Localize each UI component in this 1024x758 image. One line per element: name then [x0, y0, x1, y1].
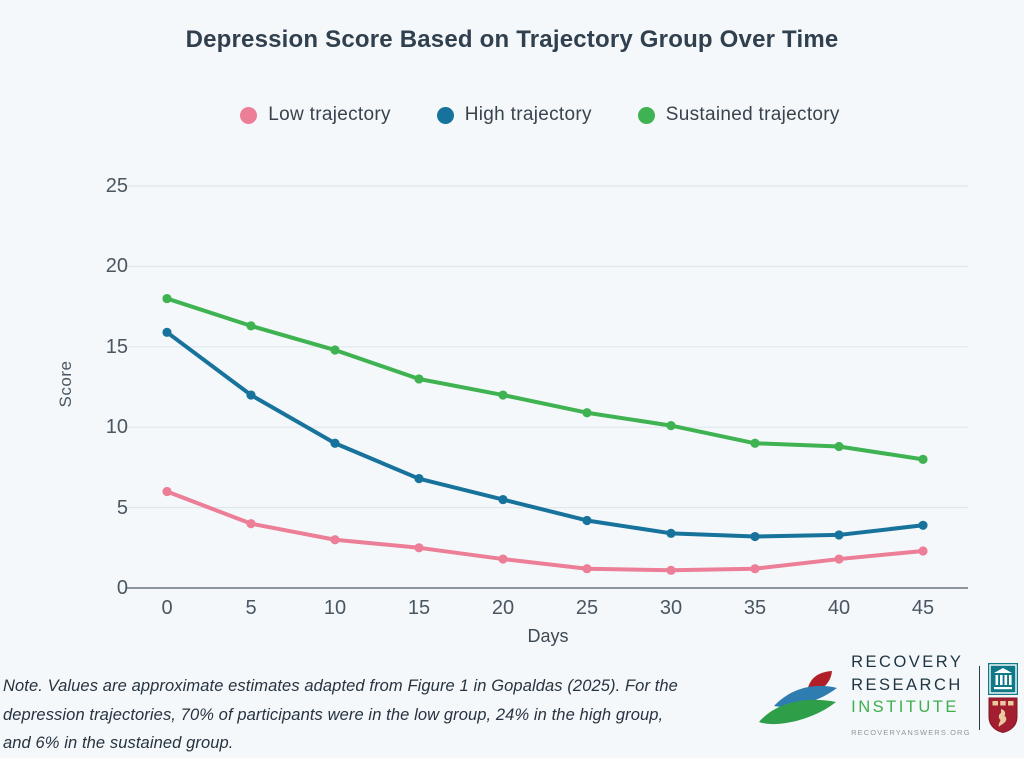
data-point [162, 486, 172, 497]
data-point [414, 474, 424, 484]
data-point [666, 565, 676, 575]
source-note: Note. Values are approximate estimates a… [3, 672, 678, 758]
source-note-line: depression trajectories, 70% of particip… [3, 705, 664, 724]
y-tick-label: 0 [116, 577, 128, 599]
data-point [666, 528, 676, 538]
x-tick-label: 25 [575, 597, 599, 619]
legend-label: Low trajectory [268, 104, 391, 125]
data-point [834, 554, 844, 564]
legend-label: Sustained trajectory [665, 104, 840, 125]
source-note-line: and 6% in the sustained group. [3, 734, 234, 752]
logo-word-institute: INSTITUTE [851, 698, 959, 716]
series-line-high-trajectory [165, 330, 925, 539]
data-point [750, 564, 760, 574]
rri-logo-text: RECOVERY RESEARCH INSTITUTE RECOVERYANSW… [851, 651, 970, 744]
data-point [834, 441, 844, 452]
data-point [162, 293, 172, 304]
logo-word-recovery: RECOVERY [851, 653, 964, 671]
data-point [414, 543, 424, 553]
data-point [582, 515, 592, 526]
legend-item-sustained-trajectory: Sustained trajectory [637, 104, 840, 126]
data-point [246, 321, 256, 331]
data-point [666, 420, 676, 431]
legend-dot-sustained [637, 106, 655, 124]
x-tick-label: 15 [407, 597, 431, 619]
x-tick-label: 30 [659, 597, 683, 619]
rri-leaves-icon [759, 670, 838, 724]
y-tick-label: 10 [105, 416, 128, 439]
y-tick-label: 15 [105, 335, 128, 358]
data-point [582, 408, 592, 418]
x-tick-label: 20 [491, 597, 515, 619]
data-point [246, 519, 256, 529]
logo-word-research: RESEARCH [851, 675, 963, 694]
data-point [498, 390, 508, 400]
series-line-low-trajectory [165, 489, 925, 573]
x-tick-label: 40 [827, 597, 851, 619]
data-point [498, 554, 508, 564]
x-tick-label: 5 [245, 597, 257, 619]
legend-item-low-trajectory: Low trajectory [240, 104, 390, 126]
series-line-sustained-trajectory [165, 296, 925, 462]
legend-item-high-trajectory: High trajectory [436, 104, 592, 126]
data-point [918, 454, 928, 464]
shield-crest-icon [988, 697, 1018, 733]
chart-title: Depression Score Based on Trajectory Gro… [185, 26, 839, 53]
data-point [330, 438, 340, 448]
data-point [750, 531, 760, 542]
data-point [834, 530, 844, 540]
data-point [162, 327, 172, 337]
x-axis-title: Days [527, 626, 569, 646]
data-point [246, 390, 256, 400]
y-tick-label: 5 [116, 496, 128, 519]
data-point [750, 438, 760, 448]
data-point [414, 374, 424, 384]
legend-dot-high [436, 106, 454, 124]
chart-legend: Low trajectory High trajectory Sustained… [28, 104, 1024, 126]
legend-dot-low [240, 106, 258, 124]
x-tick-label: 0 [161, 597, 173, 619]
x-tick-label: 10 [323, 597, 347, 619]
data-point [918, 520, 928, 530]
data-point [582, 564, 592, 574]
data-point [330, 535, 340, 545]
x-tick-label: 35 [743, 597, 767, 619]
x-tick-label: 45 [911, 597, 935, 619]
data-point [330, 345, 340, 355]
data-point [498, 494, 508, 505]
y-axis-title: Score [56, 360, 75, 408]
source-note-line: Note. Values are approximate estimates a… [3, 677, 678, 695]
logo-url: RECOVERYANSWERS.ORG [851, 727, 971, 737]
y-tick-label: 20 [105, 255, 128, 278]
recovery-research-institute-logo: RECOVERY RESEARCH INSTITUTE RECOVERYANSW… [757, 651, 1018, 744]
logo-crest [988, 662, 1018, 733]
logo-divider [978, 665, 980, 730]
data-point [918, 546, 928, 556]
y-tick-label: 25 [105, 175, 128, 197]
building-crest-icon [988, 662, 1018, 695]
legend-label: High trajectory [464, 104, 592, 125]
